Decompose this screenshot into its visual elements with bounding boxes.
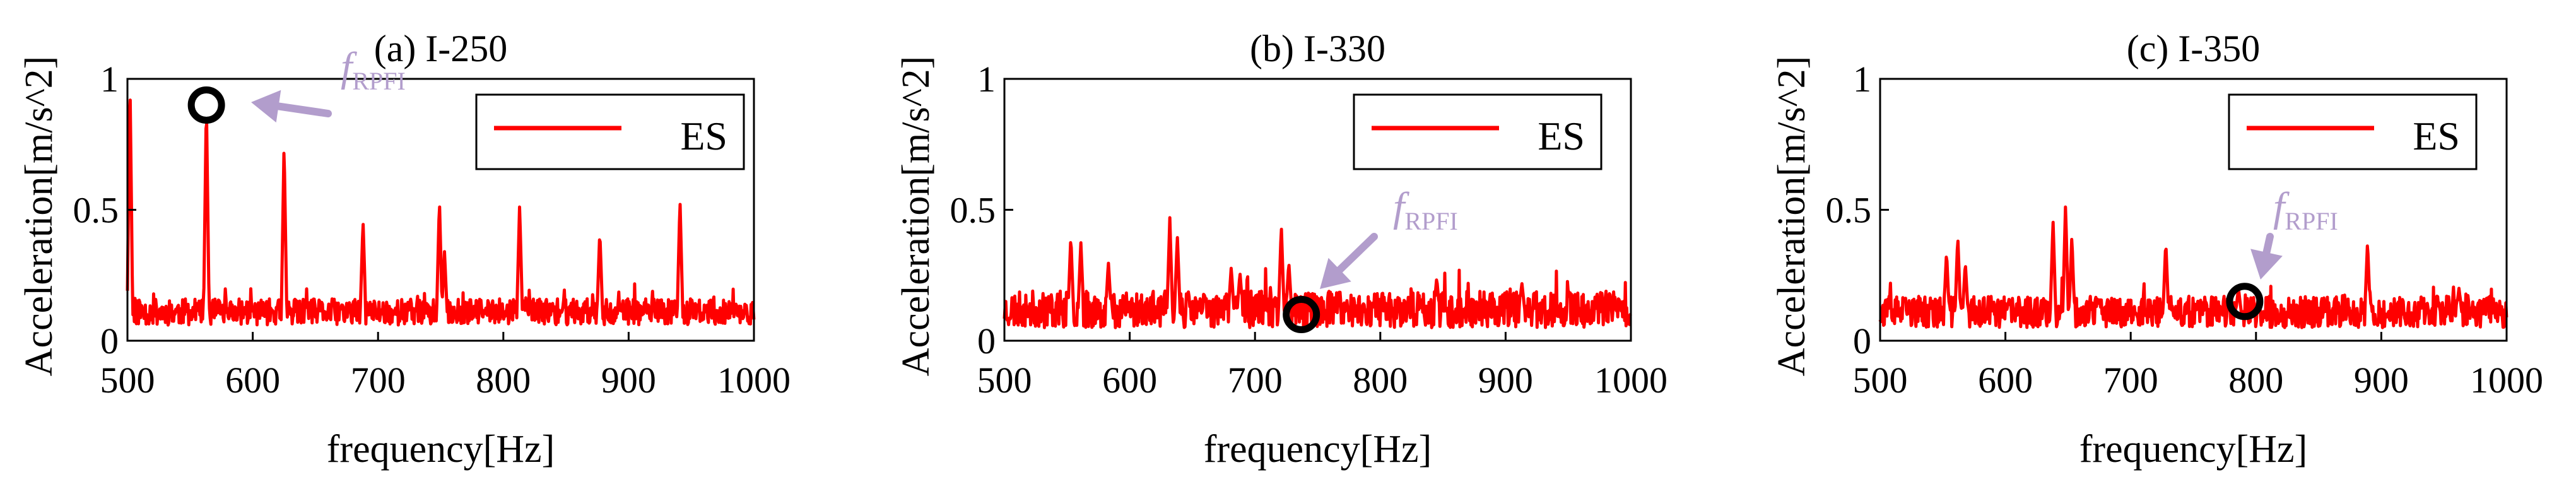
annotation-arrow-shaft	[2262, 233, 2274, 257]
x-tick-label: 600	[1978, 360, 2033, 401]
y-tick-label: 0.5	[73, 190, 119, 231]
legend-label-es: ES	[680, 114, 727, 158]
x-tick-label: 700	[351, 360, 406, 401]
x-tick-label: 900	[601, 360, 656, 401]
x-tick-label: 600	[225, 360, 280, 401]
annotation-arrow-head	[251, 90, 281, 123]
x-tick-label: 500	[1853, 360, 1908, 401]
x-tick-label: 700	[1228, 360, 1283, 401]
annotation-subscript: RPFI	[352, 67, 406, 95]
annotation-arrow-head	[2250, 249, 2283, 280]
y-tick-label: 0.5	[1826, 190, 1872, 231]
y-tick-label: 1	[977, 59, 996, 100]
chart-title: (c) I-350	[2127, 28, 2261, 69]
chart-title: (a) I-250	[374, 28, 508, 69]
x-axis-label: frequency[Hz]	[327, 428, 555, 471]
legend: ES	[2228, 93, 2478, 170]
series-line-es	[1878, 205, 2508, 329]
annotation-arrow-shaft	[1336, 233, 1378, 274]
x-tick-label: 900	[2354, 360, 2409, 401]
x-tick-label: 600	[1102, 360, 1157, 401]
series-line-es	[126, 98, 756, 327]
y-axis-label: Acceleration[m/s^2]	[18, 56, 61, 377]
legend: ES	[1353, 93, 1603, 170]
y-tick-label: 0	[977, 321, 996, 362]
legend-box	[1353, 93, 1603, 170]
annotation-label: fRPFI	[2273, 184, 2338, 235]
legend-label-es: ES	[2413, 114, 2460, 158]
annotation-arrow-head	[1320, 257, 1351, 289]
x-tick-label: 500	[977, 360, 1032, 401]
annotation-arrow-shaft	[274, 102, 332, 117]
chart-panel-3: (c) I-350 500 600 700 800 900 1000 0 0.5 1 frequen…	[1770, 28, 2543, 471]
legend-label-es: ES	[1538, 114, 1585, 158]
y-tick-label: 0	[100, 321, 119, 362]
peak-marker-circle	[1283, 296, 1320, 333]
legend: ES	[475, 93, 745, 170]
x-tick-label: 800	[476, 360, 531, 401]
chart-title: (b) I-330	[1250, 28, 1385, 69]
chart-panel-2: (b) I-330 500 600 700 800 900 1000 0 0.5 1 frequen…	[895, 28, 1667, 471]
x-tick-label: 900	[1478, 360, 1533, 401]
y-axis-label: Acceleration[m/s^2]	[895, 56, 938, 377]
y-tick-label: 1	[100, 59, 119, 100]
y-axis-label: Acceleration[m/s^2]	[1770, 56, 1813, 377]
annotation-label: fRPFI	[1393, 184, 1458, 235]
x-axis-label: frequency[Hz]	[1204, 428, 1432, 471]
legend-box	[475, 93, 745, 170]
y-tick-label: 0	[1853, 321, 1871, 362]
legend-box	[2228, 93, 2478, 170]
x-tick-label: 500	[100, 360, 155, 401]
x-tick-label: 1000	[2470, 360, 2543, 401]
y-tick-label: 1	[1853, 59, 1871, 100]
x-tick-label: 800	[1353, 360, 1408, 401]
x-tick-label: 700	[2103, 360, 2158, 401]
y-tick-label: 0.5	[950, 190, 996, 231]
annotation-subscript: RPFI	[1404, 207, 1458, 235]
peak-marker-circle	[187, 86, 225, 124]
x-tick-label: 1000	[717, 360, 791, 401]
x-axis-label: frequency[Hz]	[2079, 428, 2307, 471]
peak-marker-circle	[2226, 283, 2264, 321]
x-tick-label: 800	[2228, 360, 2283, 401]
x-tick-label: 1000	[1594, 360, 1667, 401]
chart-panel-1: (a) I-250 500 600 700 800 900 1000 0 0.5 1 frequen…	[18, 28, 791, 471]
annotation-subscript: RPFI	[2285, 207, 2338, 235]
